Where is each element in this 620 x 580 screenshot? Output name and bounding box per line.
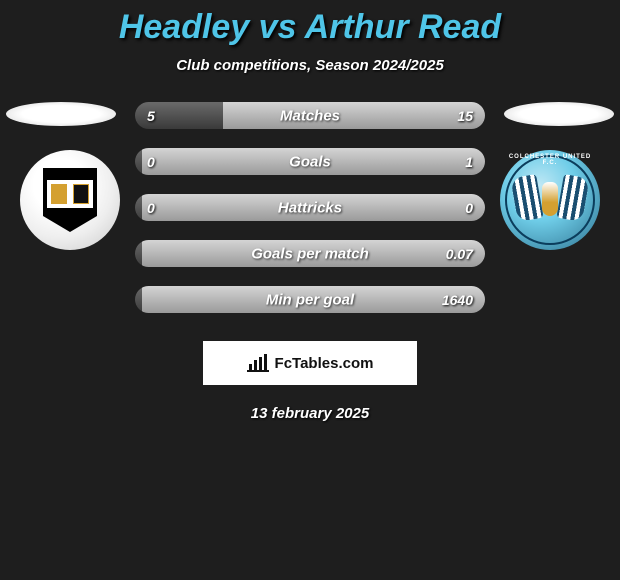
stat-row: Goals per match 0.07 (135, 240, 485, 267)
bar-left-fill (135, 194, 142, 221)
comparison-subtitle: Club competitions, Season 2024/2025 (0, 57, 620, 74)
player-right-ellipse (504, 102, 614, 126)
stat-row: 0 Hattricks 0 (135, 194, 485, 221)
stat-value-left: 5 (147, 108, 155, 124)
bar-left-fill (135, 148, 142, 175)
stat-value-left: 0 (147, 154, 155, 170)
stat-value-right: 0.07 (446, 246, 473, 262)
stat-value-right: 1 (465, 154, 473, 170)
brand-box: FcTables.com (203, 341, 417, 385)
stat-label: Goals per match (251, 245, 369, 262)
stat-row: 0 Goals 1 (135, 148, 485, 175)
stat-label: Hattricks (278, 199, 342, 216)
stat-label: Matches (280, 107, 340, 124)
chart-icon (247, 354, 269, 372)
stat-row: 5 Matches 15 (135, 102, 485, 129)
eagle-icon (520, 170, 580, 230)
colchester-crest: COLCHESTER UNITED F.C. (505, 155, 595, 245)
comparison-title: Headley vs Arthur Read (0, 8, 620, 47)
player-left-ellipse (6, 102, 116, 126)
stat-row: Min per goal 1640 (135, 286, 485, 313)
stat-value-right: 0 (465, 200, 473, 216)
stat-value-right: 15 (457, 108, 473, 124)
stats-table: 5 Matches 15 0 Goals 1 0 Hattricks 0 Goals per ma… (135, 102, 485, 313)
brand-text: FcTables.com (275, 355, 374, 372)
bar-left-fill (135, 286, 142, 313)
bar-right-fill (223, 102, 486, 129)
stat-value-right: 1640 (442, 292, 473, 308)
port-vale-crest (43, 168, 97, 232)
stat-value-left: 0 (147, 200, 155, 216)
bar-left-fill (135, 240, 142, 267)
stat-label: Goals (289, 153, 331, 170)
stat-label: Min per goal (266, 291, 354, 308)
badge-arc-text: COLCHESTER UNITED F.C. (507, 154, 593, 166)
team-badge-right: COLCHESTER UNITED F.C. (500, 150, 600, 250)
date-label: 13 february 2025 (0, 405, 620, 422)
comparison-content: COLCHESTER UNITED F.C. 5 Matches 15 0 Goals 1… (0, 102, 620, 422)
team-badge-left (20, 150, 120, 250)
